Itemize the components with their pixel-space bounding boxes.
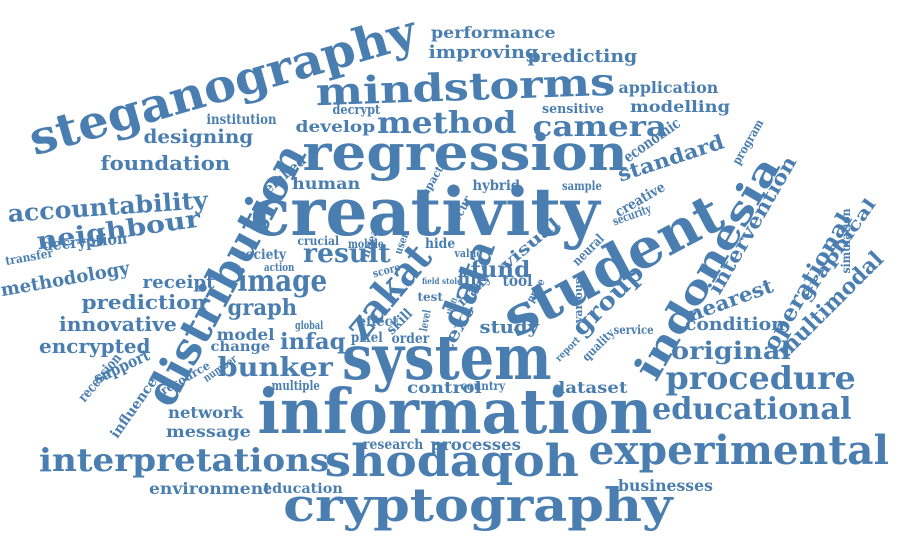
word-model: model (215, 325, 275, 344)
word-level: level (416, 308, 434, 332)
word-innovative: innovative (59, 312, 177, 336)
word-decrypt: decrypt (331, 102, 380, 118)
word-pixel: pixel (350, 330, 383, 346)
word-human: human (291, 174, 361, 193)
word-shodaqoh: shodaqoh (324, 436, 579, 487)
word-report: report (553, 335, 583, 365)
word-encrypted: encrypted (39, 334, 151, 358)
word-environment: environment (149, 479, 272, 498)
word-control: control (406, 378, 482, 397)
word-procedure: procedure (665, 359, 856, 397)
word-multiple: multiple (271, 378, 320, 394)
word-original: original (671, 336, 791, 365)
word-graph: graph (226, 295, 297, 321)
word-experimental: experimental (587, 427, 889, 474)
word-stole: stole (441, 276, 462, 286)
word-bunker: bunker (217, 353, 333, 383)
word-application: application (618, 78, 718, 97)
word-change: change (209, 339, 270, 355)
word-infaq: infaq (279, 329, 345, 355)
word-decryption: decryption (41, 228, 128, 255)
word-society: society (237, 247, 286, 263)
word-field: field (421, 276, 440, 286)
word-foundation: foundation (100, 151, 230, 175)
word-hybrid: hybrid (471, 178, 520, 194)
word-performance: performance (430, 23, 556, 42)
word-regression: regression (302, 123, 628, 182)
word-image: image (236, 264, 327, 299)
word-receipt: receipt (142, 272, 215, 293)
word-influence: influence (107, 374, 161, 442)
word-modelling: modelling (630, 97, 731, 116)
word-crucial: crucial (296, 234, 339, 248)
word-creativity: creativity (249, 173, 600, 251)
word-hide: hide (425, 236, 456, 252)
word-method: method (377, 106, 517, 141)
word-test: test (417, 290, 443, 304)
word-prediction: prediction (81, 290, 207, 314)
word-mobile: mobile (347, 237, 384, 251)
word-interpretations: interpretations (39, 441, 330, 479)
word-action: action (264, 260, 295, 274)
word-system: system (341, 321, 552, 394)
word-message: message (165, 422, 251, 441)
word-file: file (457, 269, 488, 290)
word-businesses: businesses (617, 476, 713, 495)
word-cryptography: cryptography (283, 478, 673, 532)
word-service: service (613, 323, 654, 337)
word-fund: fund (469, 257, 530, 283)
word-information: information (257, 375, 653, 448)
word-result: result (303, 239, 391, 269)
word-processes: processes (430, 435, 521, 454)
word-effect: effect (358, 314, 399, 330)
word-camera: camera (532, 110, 668, 143)
word-value: value (453, 246, 482, 260)
word-global: global (295, 318, 324, 332)
word-educational: educational (652, 392, 852, 427)
word-sensitive: sensitive (541, 101, 605, 117)
word-sample: sample (561, 179, 602, 193)
word-develop: develop (295, 117, 375, 136)
word-order: order (390, 331, 429, 347)
word-condition: condition (684, 314, 785, 335)
word-transfer: transfer (4, 245, 55, 269)
word-institution: institution (206, 112, 277, 128)
word-tool: tool (501, 271, 532, 290)
word-various: various (571, 277, 585, 323)
word-research: research (363, 437, 424, 453)
word-dataset: dataset (552, 378, 628, 397)
word-improving: improving (428, 42, 538, 63)
word-simulation: simulation (838, 208, 853, 274)
word-predicting: predicting (526, 46, 637, 67)
word-study: study (479, 317, 539, 338)
word-designing: designing (142, 125, 253, 148)
word-country: country (460, 379, 506, 393)
word-network: network (167, 403, 243, 422)
word-education: education (262, 481, 343, 497)
